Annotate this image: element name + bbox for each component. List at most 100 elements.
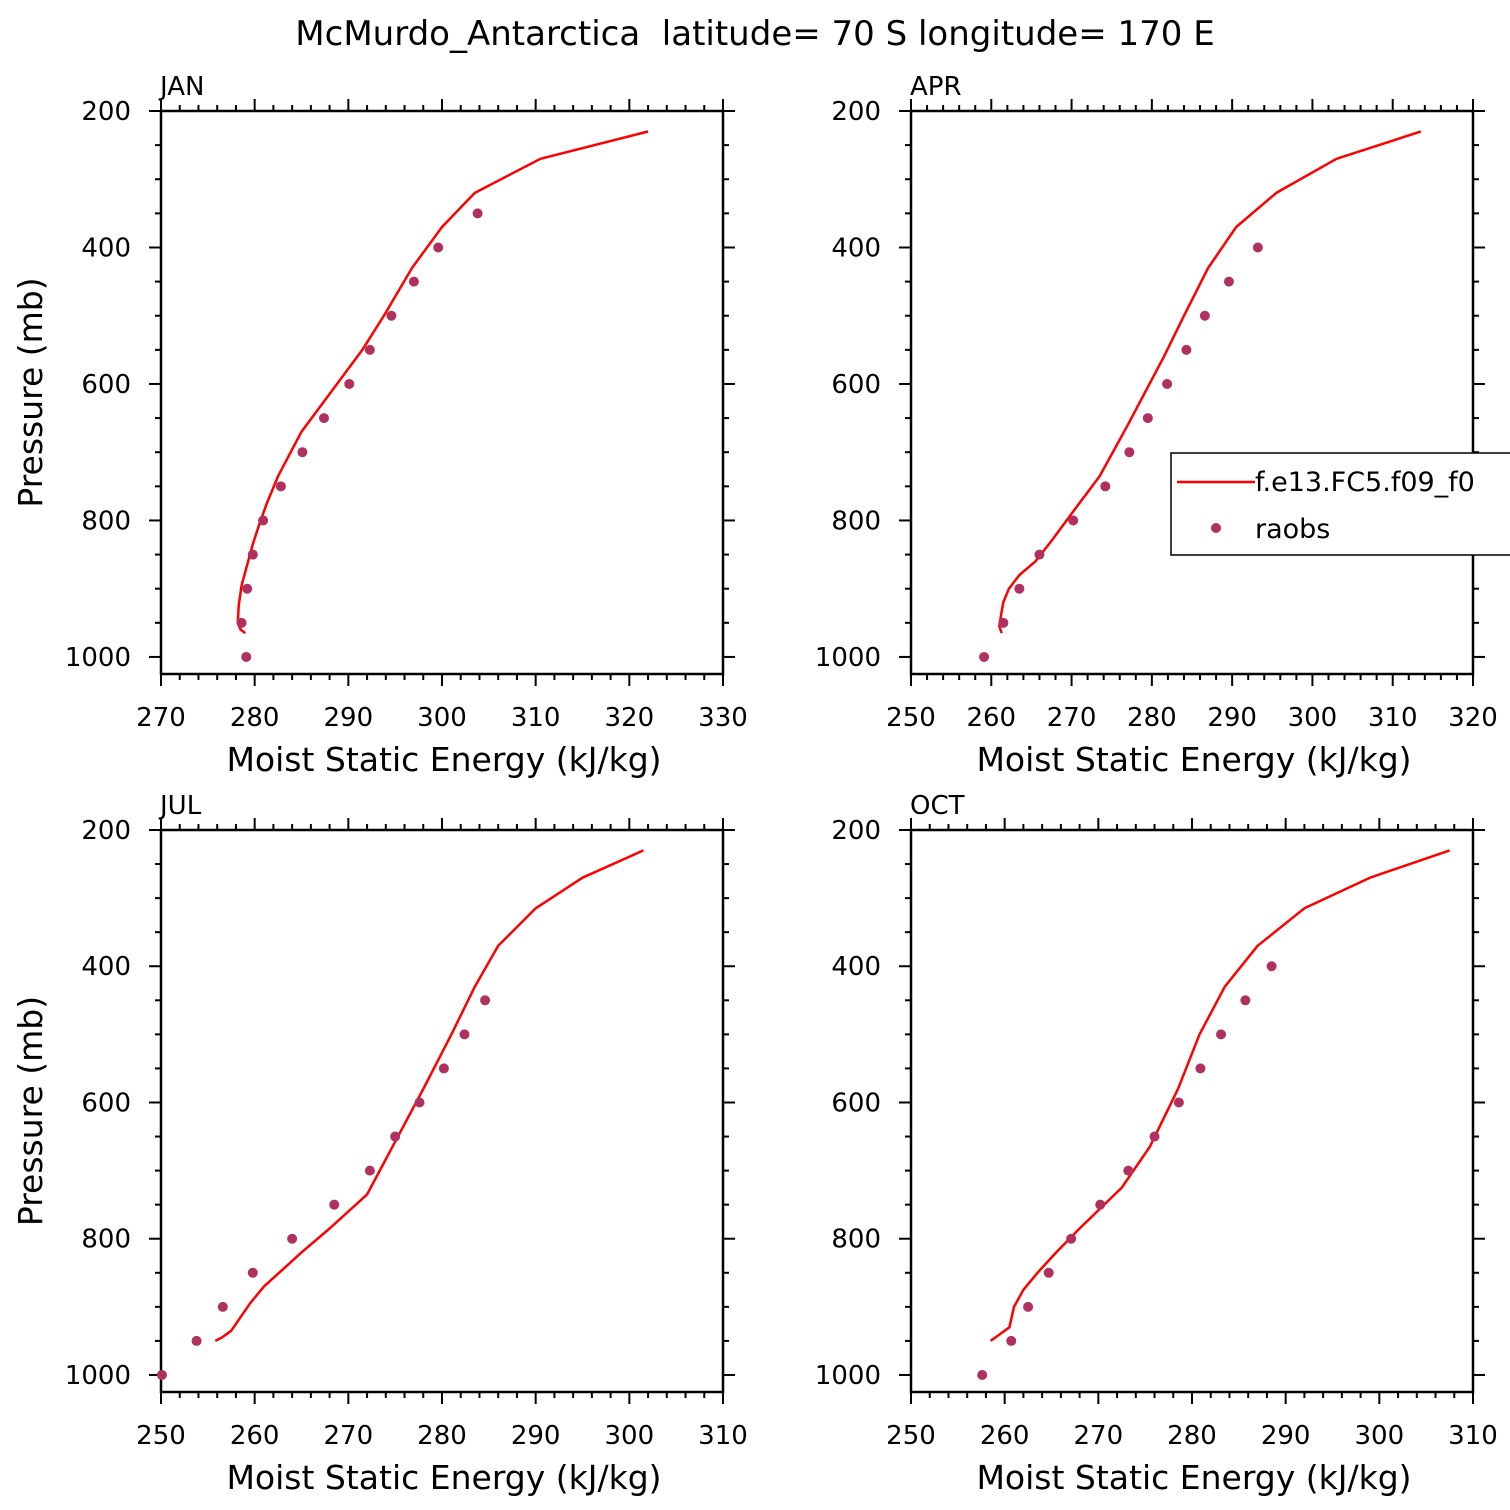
- x-tick-label: 290: [511, 1421, 561, 1451]
- raobs-point: [459, 1029, 470, 1040]
- raobs-point: [480, 995, 491, 1006]
- y-tick-label: 800: [81, 1225, 131, 1255]
- y-tick-label: 600: [81, 1088, 131, 1118]
- raobs-point: [1181, 344, 1192, 355]
- x-tick-label: 300: [1355, 1421, 1405, 1451]
- raobs-point: [386, 310, 397, 321]
- raobs-point: [1100, 481, 1111, 492]
- y-tick-label: 600: [831, 370, 881, 400]
- y-tick-label: 200: [831, 97, 881, 127]
- y-tick-label: 400: [831, 952, 881, 982]
- raobs-point: [390, 1131, 401, 1142]
- raobs-point: [1124, 447, 1135, 458]
- raobs-point: [977, 1369, 988, 1380]
- panel-jul: JUL 250 260 270 280 290 300 310 200 400 600 800 1000…: [11, 791, 748, 1497]
- raobs-point: [1223, 276, 1234, 287]
- x-tick-label: 280: [417, 1421, 467, 1451]
- raobs-point: [156, 1369, 167, 1380]
- x-tick-label: 310: [511, 703, 561, 733]
- model-series-line: [989, 849, 1451, 1342]
- model-series-line: [998, 130, 1422, 634]
- raobs-point: [1142, 413, 1153, 424]
- raobs-point: [1195, 1063, 1206, 1074]
- x-tick-label: 310: [1448, 1421, 1498, 1451]
- panel-apr: APR 250 260 270 280 290 300 310 320 200 400 600 800 1…: [815, 72, 1498, 779]
- raobs-point: [275, 481, 286, 492]
- x-tick-label: 300: [605, 1421, 655, 1451]
- x-tick-label: 320: [1448, 703, 1498, 733]
- y-tick-label: 1000: [815, 643, 881, 673]
- panel-title-apr: APR: [910, 72, 962, 102]
- raobs-point: [979, 651, 990, 662]
- raobs-point: [258, 515, 269, 526]
- raobs-point: [247, 1267, 258, 1278]
- figure-title: McMurdo_Antarctica latitude= 70 S longit…: [295, 14, 1214, 54]
- raobs-point: [1252, 242, 1263, 253]
- panel-title-jan: JAN: [158, 72, 204, 102]
- raobs-point: [1266, 961, 1277, 972]
- x-tick-label: 260: [230, 1421, 280, 1451]
- x-tick-label: 310: [1368, 703, 1418, 733]
- raobs-point: [1006, 1335, 1017, 1346]
- raobs-point: [1199, 310, 1210, 321]
- model-series-line: [214, 849, 644, 1343]
- legend-box: [1170, 452, 1510, 556]
- raobs-point: [998, 617, 1009, 628]
- y-tick-label: 1000: [65, 1361, 131, 1391]
- x-tick-label: 250: [886, 703, 936, 733]
- raobs-point: [247, 549, 258, 560]
- raobs-point: [1023, 1301, 1034, 1312]
- raobs-point: [433, 242, 444, 253]
- raobs-point: [1095, 1199, 1106, 1210]
- raobs-point: [236, 617, 247, 628]
- y-tick-label: 400: [81, 233, 131, 263]
- x-tick-label: 290: [1207, 703, 1257, 733]
- x-tick-label: 330: [698, 703, 748, 733]
- raobs-point: [241, 651, 252, 662]
- x-axis-label: Moist Static Energy (kJ/kg): [226, 740, 661, 779]
- panel-title-oct: OCT: [910, 791, 965, 821]
- y-tick-label: 800: [81, 506, 131, 536]
- raobs-point: [287, 1233, 298, 1244]
- raobs-point: [414, 1097, 425, 1108]
- raobs-point: [438, 1063, 449, 1074]
- y-tick-label: 400: [831, 233, 881, 263]
- panel-title-jul: JUL: [158, 791, 202, 821]
- raobs-point: [472, 208, 483, 219]
- y-tick-label: 200: [81, 816, 131, 846]
- raobs-point: [1123, 1165, 1134, 1176]
- x-tick-label: 290: [1261, 1421, 1311, 1451]
- raobs-point: [318, 413, 329, 424]
- y-tick-label: 400: [81, 952, 131, 982]
- x-tick-label: 280: [230, 703, 280, 733]
- raobs-point: [1149, 1131, 1160, 1142]
- raobs-point: [1173, 1097, 1184, 1108]
- x-tick-label: 280: [1167, 1421, 1217, 1451]
- y-tick-label: 1000: [65, 643, 131, 673]
- x-tick-label: 250: [136, 1421, 186, 1451]
- raobs-point: [1068, 515, 1079, 526]
- y-tick-label: 600: [81, 370, 131, 400]
- raobs-point: [1066, 1233, 1077, 1244]
- y-tick-label: 800: [831, 1225, 881, 1255]
- y-tick-label: 800: [831, 506, 881, 536]
- raobs-point: [408, 276, 419, 287]
- y-axis-label: Pressure (mb): [11, 277, 50, 507]
- x-tick-label: 260: [966, 703, 1016, 733]
- x-tick-label: 310: [698, 1421, 748, 1451]
- raobs-point: [344, 378, 355, 389]
- x-tick-label: 270: [1074, 1421, 1124, 1451]
- x-tick-label: 270: [324, 1421, 374, 1451]
- raobs-point: [297, 447, 308, 458]
- x-tick-label: 290: [324, 703, 374, 733]
- raobs-point: [364, 344, 375, 355]
- x-tick-label: 280: [1127, 703, 1177, 733]
- raobs-point: [1216, 1029, 1227, 1040]
- y-tick-label: 1000: [815, 1361, 881, 1391]
- y-tick-label: 200: [81, 97, 131, 127]
- x-tick-label: 300: [1288, 703, 1338, 733]
- x-tick-label: 270: [1047, 703, 1097, 733]
- raobs-point: [191, 1335, 202, 1346]
